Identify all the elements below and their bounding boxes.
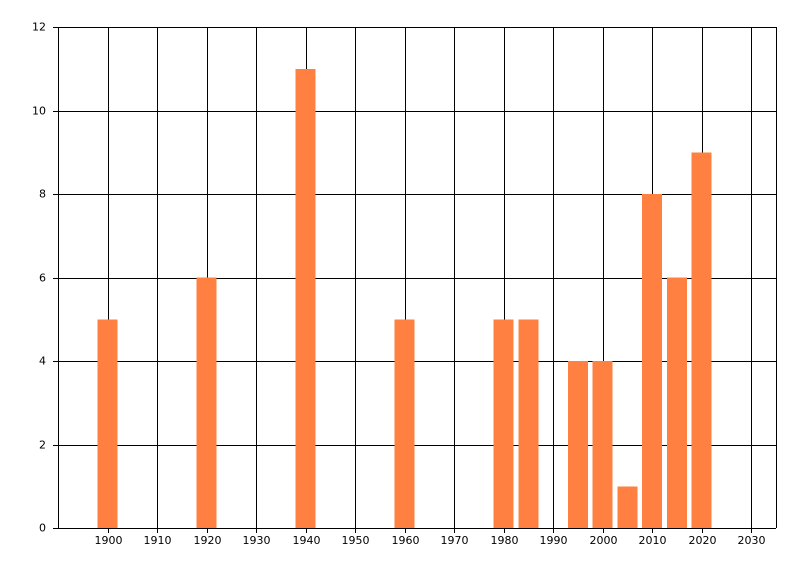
x-tick-label: 1980 bbox=[491, 534, 519, 547]
x-tick-label: 1940 bbox=[293, 534, 321, 547]
y-tick-label: 6 bbox=[39, 272, 46, 285]
x-tick-label: 1960 bbox=[392, 534, 420, 547]
x-tick-label: 2030 bbox=[738, 534, 766, 547]
bar bbox=[617, 486, 638, 528]
bar bbox=[97, 319, 118, 528]
x-tick-label: 1910 bbox=[144, 534, 172, 547]
x-tick-label: 1900 bbox=[95, 534, 123, 547]
y-tick-label: 0 bbox=[39, 522, 46, 535]
y-tick-label: 10 bbox=[32, 105, 46, 118]
bar bbox=[493, 319, 514, 528]
bar bbox=[196, 277, 217, 528]
y-tick-label: 12 bbox=[32, 21, 46, 34]
x-tick-label: 1930 bbox=[243, 534, 271, 547]
bar bbox=[295, 68, 316, 528]
bar bbox=[666, 277, 687, 528]
y-tick-label: 8 bbox=[39, 188, 46, 201]
bar bbox=[642, 194, 663, 528]
x-tick-label: 1990 bbox=[540, 534, 568, 547]
bar bbox=[592, 361, 613, 528]
bar bbox=[394, 319, 415, 528]
x-tick-label: 1970 bbox=[441, 534, 469, 547]
bar bbox=[518, 319, 539, 528]
y-tick-label: 2 bbox=[39, 439, 46, 452]
bar bbox=[691, 152, 712, 528]
x-tick-label: 2000 bbox=[590, 534, 618, 547]
y-tick-label: 4 bbox=[39, 355, 46, 368]
x-tick-label: 2020 bbox=[689, 534, 717, 547]
x-tick-label: 1920 bbox=[194, 534, 222, 547]
bar bbox=[567, 361, 588, 528]
x-tick-label: 1950 bbox=[342, 534, 370, 547]
x-tick-label: 2010 bbox=[639, 534, 667, 547]
